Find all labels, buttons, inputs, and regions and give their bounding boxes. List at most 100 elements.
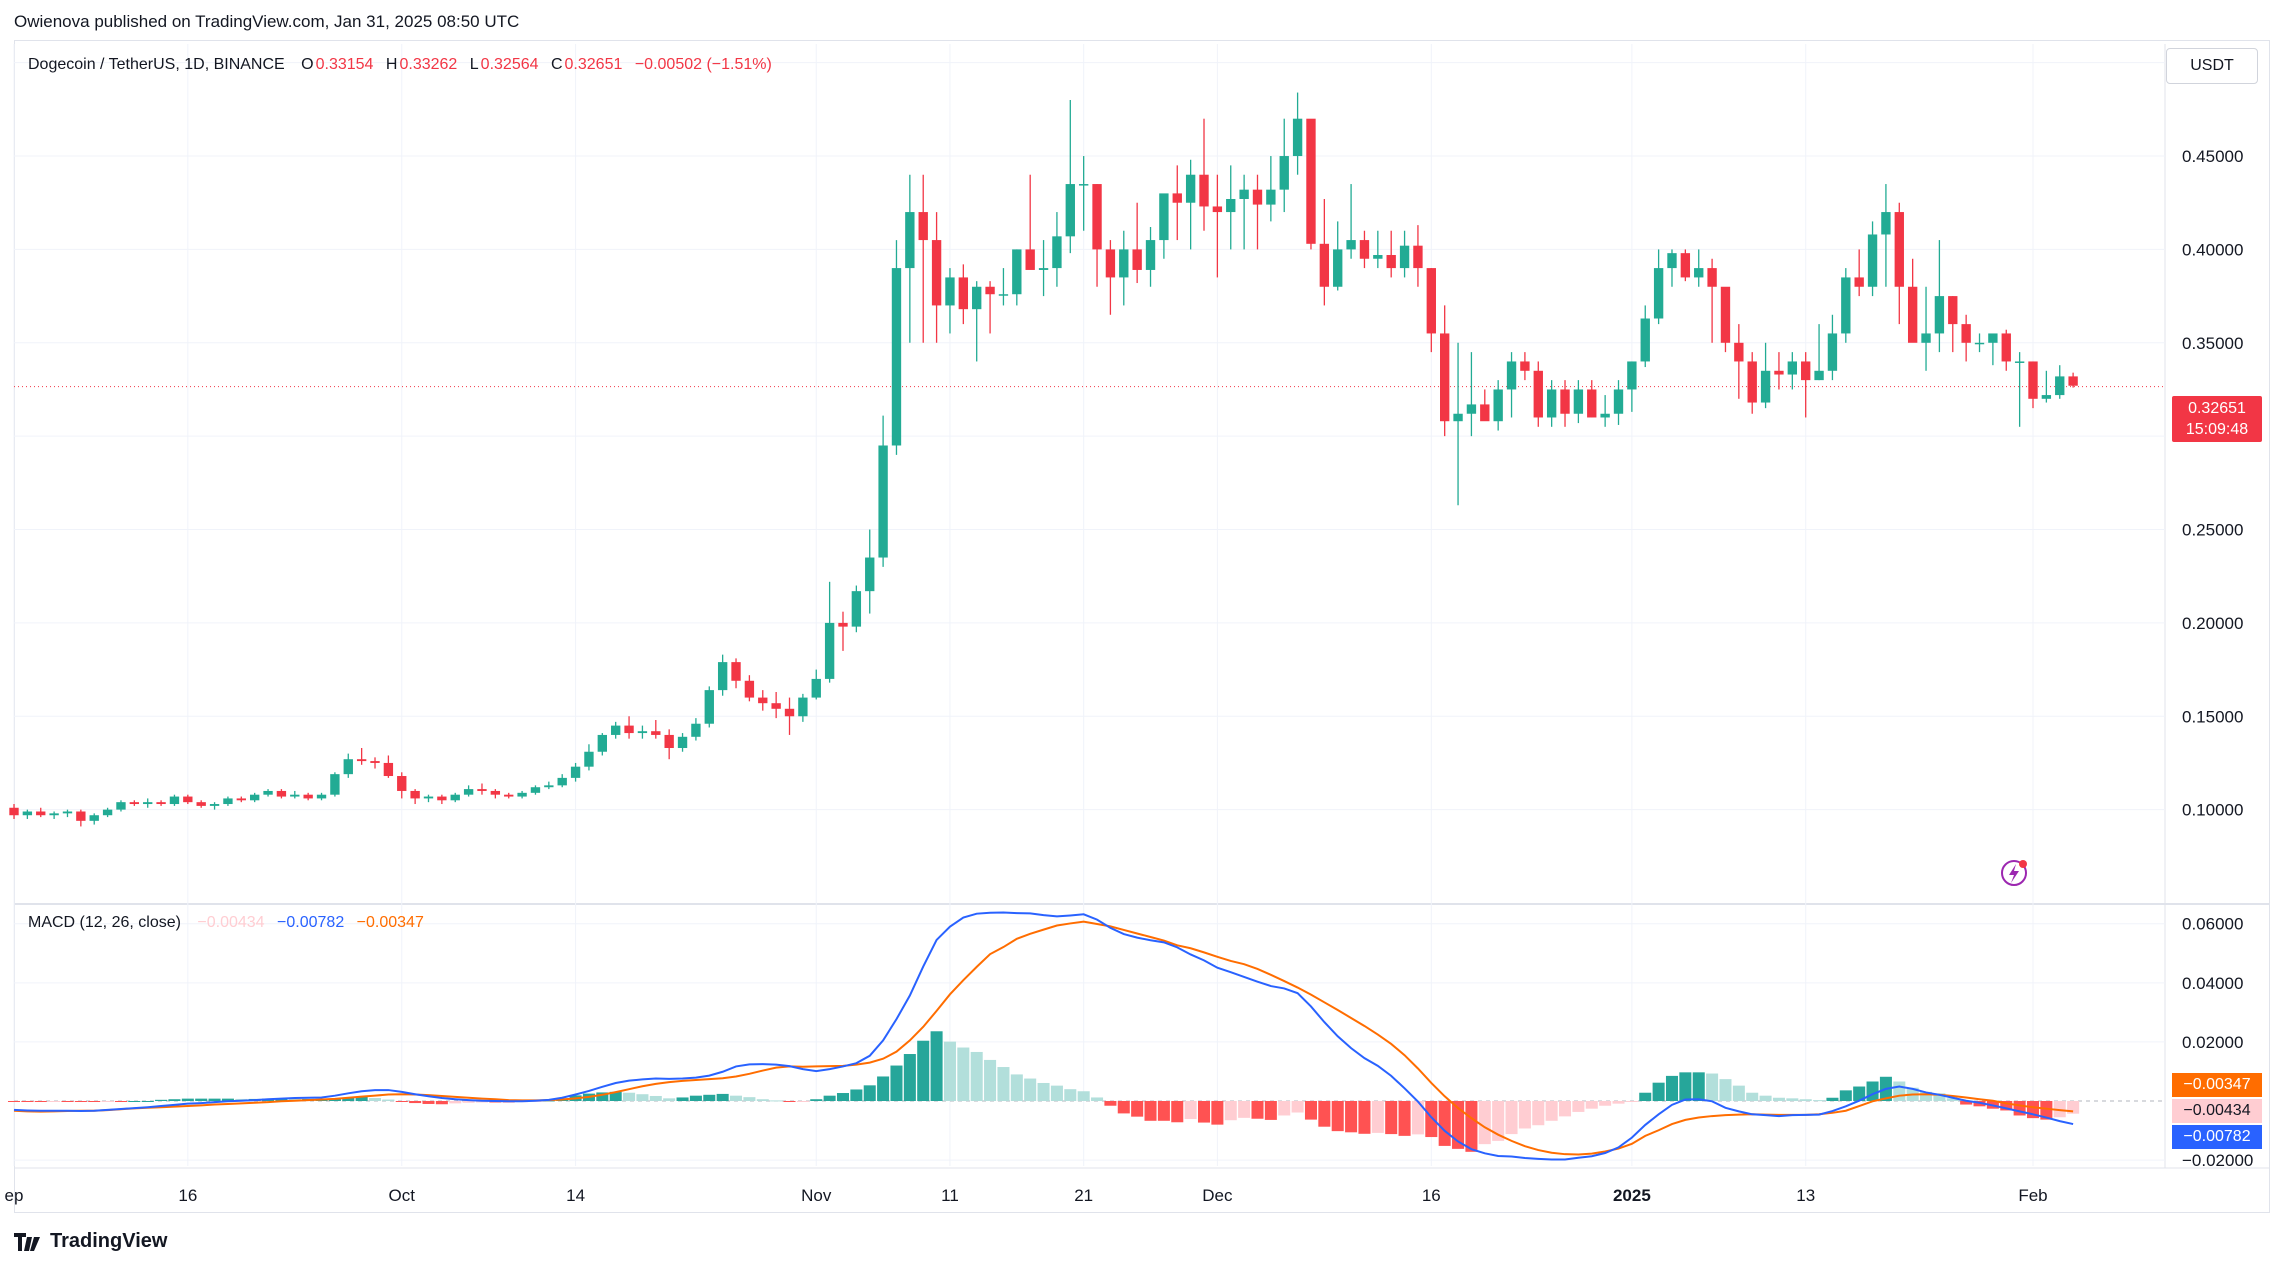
candle-body [1185, 174, 1196, 203]
candle-body [1627, 361, 1637, 390]
candle-body [2028, 361, 2038, 399]
candle-body [998, 294, 1009, 296]
candle-body [1814, 370, 1824, 381]
macd-histogram-bar [1452, 1101, 1465, 1149]
candle-body [1319, 243, 1330, 287]
macd-hist-value: −0.00434 [197, 914, 265, 931]
candle-body [9, 807, 19, 816]
macd-histogram-bar [1211, 1101, 1224, 1125]
high-label: H [385, 56, 398, 73]
macd-histogram-bar [342, 1097, 355, 1101]
macd-hist-tag: −0.00434 [2172, 1099, 2262, 1123]
macd-histogram-bar [181, 1098, 194, 1101]
macd-histogram-bar [1759, 1095, 1772, 1101]
macd-histogram-bar [1050, 1085, 1063, 1101]
candle-body [905, 212, 915, 269]
candle-body [1801, 361, 1811, 381]
macd-histogram-bar [1077, 1091, 1090, 1101]
macd-histogram-bar [1505, 1101, 1518, 1135]
macd-histogram-bar [1518, 1101, 1531, 1129]
tradingview-brand[interactable]: TradingView [14, 1230, 167, 1253]
candle-body [1212, 206, 1223, 213]
candle-body [1145, 240, 1156, 270]
candle-body [36, 811, 46, 816]
candle-body [1667, 253, 1677, 269]
macd-histogram-bar [1331, 1101, 1344, 1132]
candle-body [1640, 318, 1650, 362]
macd-histogram-bar [1692, 1072, 1705, 1101]
candle-body [717, 662, 728, 691]
macd-histogram-bar [475, 1101, 488, 1103]
macd-histogram-bar [877, 1076, 890, 1101]
macd-histogram-bar [1144, 1101, 1157, 1121]
candle-body [651, 731, 661, 735]
macd-histogram-bar [1866, 1081, 1879, 1101]
candle-body [1506, 361, 1517, 390]
candle-body [1159, 193, 1169, 241]
low-label: L [469, 56, 479, 73]
macd-histogram-bar [1264, 1101, 1277, 1120]
macd-histogram-bar [1665, 1075, 1679, 1101]
candle-body [1787, 361, 1798, 375]
macd-histogram-bar [1238, 1101, 1251, 1118]
candle-body [2041, 395, 2052, 399]
candle-body [1921, 333, 1931, 343]
macd-histogram-bar [703, 1094, 716, 1101]
bar-countdown: 15:09:48 [2185, 421, 2249, 438]
macd-histogram-bar [1719, 1079, 1732, 1101]
candle-body [410, 790, 420, 799]
macd-signal-tag: −0.00347 [2172, 1073, 2262, 1097]
candle-body [2014, 361, 2025, 363]
macd-histogram-bar [1318, 1101, 1331, 1127]
time-tick-label: 14 [566, 1186, 585, 1205]
macd-histogram-bar [1385, 1101, 1398, 1135]
macd-histogram-bar [1291, 1101, 1304, 1113]
candle-body [1038, 268, 1049, 270]
macd-histogram-bar [957, 1047, 970, 1101]
macd-histogram-bar [770, 1100, 783, 1102]
macd-histogram-bar [1010, 1074, 1023, 1101]
currency-button[interactable]: USDT [2166, 48, 2258, 84]
macd-histogram-bar [810, 1099, 823, 1101]
candle-body [249, 794, 260, 801]
macd-histogram-bar [435, 1101, 448, 1105]
macd-histogram-bar [1358, 1101, 1371, 1134]
macd-histogram-bar [943, 1041, 956, 1101]
candle-body [784, 708, 795, 717]
candle-body [356, 759, 367, 762]
macd-histogram-bar [1278, 1101, 1291, 1116]
candle-body [1573, 389, 1584, 414]
candle-body [1747, 361, 1757, 403]
candle-body [437, 796, 447, 801]
macd-histogram-bar [355, 1096, 368, 1101]
symbol-name[interactable]: Dogecoin / TetherUS, 1D, BINANCE [28, 56, 285, 73]
macd-histogram-bar [1492, 1101, 1505, 1141]
macd-histogram-bar [141, 1101, 154, 1102]
candle-body [423, 796, 434, 799]
macd-histogram-bar [1345, 1101, 1358, 1133]
macd-histogram-bar [7, 1101, 21, 1102]
macd-histogram-bar [1398, 1101, 1411, 1136]
close-value: 0.32651 [564, 56, 623, 73]
macd-tick-label: 0.04000 [2182, 974, 2243, 993]
macd-histogram-bar [796, 1101, 809, 1102]
candle-body [1333, 249, 1343, 287]
candle-body [263, 790, 273, 795]
candle-body [1560, 389, 1570, 414]
macd-title[interactable]: MACD (12, 26, close) [28, 914, 181, 931]
macd-histogram-bar [1438, 1101, 1451, 1146]
candle-body [704, 690, 714, 724]
macd-tick-label: 0.06000 [2182, 915, 2243, 934]
candle-body [1907, 286, 1918, 343]
change-value: −0.00502 (−1.51%) [634, 56, 772, 73]
candle-body [62, 811, 73, 814]
macd-histogram-bar [195, 1098, 208, 1101]
macd-histogram-bar [1157, 1101, 1170, 1121]
candle-body [1359, 240, 1370, 259]
macd-histogram-bar [689, 1095, 702, 1101]
candle-body [1680, 253, 1691, 278]
macd-histogram-bar [155, 1099, 168, 1101]
candle-body [557, 777, 567, 786]
candle-body [1841, 277, 1851, 334]
